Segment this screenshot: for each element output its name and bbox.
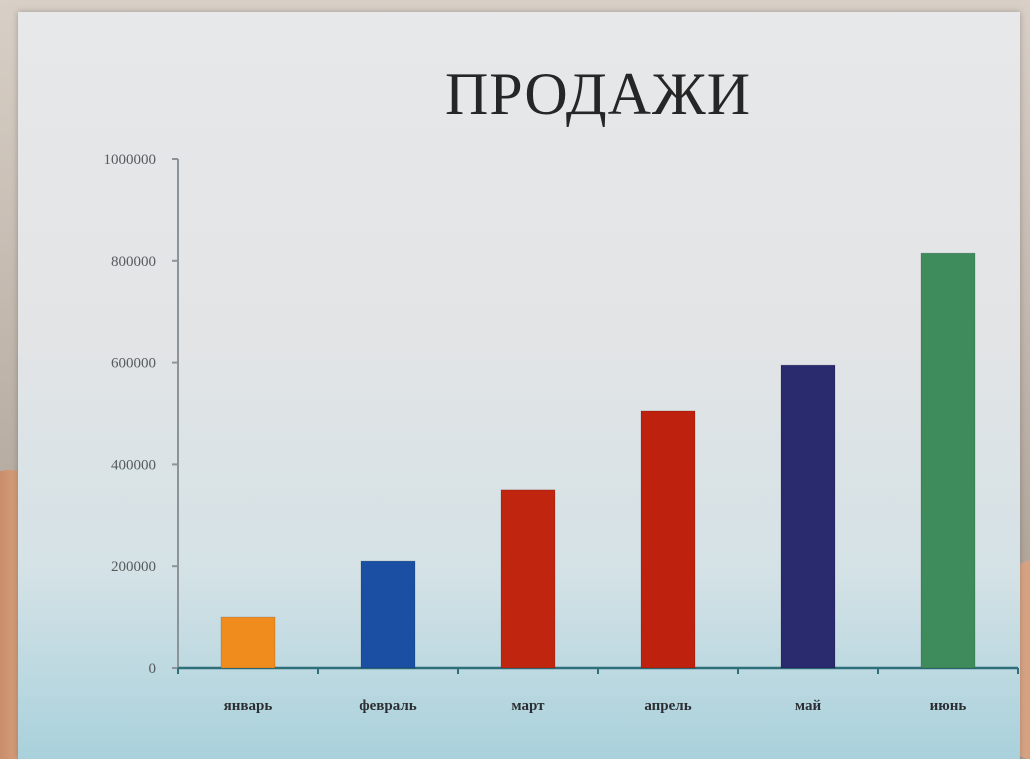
bars	[220, 252, 976, 669]
y-axis: 0 200000 400000 600000 800000 1000000	[104, 152, 179, 677]
bar-3	[500, 489, 556, 669]
x-category-label: июнь	[930, 698, 967, 714]
x-category-label: январь	[224, 698, 273, 714]
x-axis: январь февраль март апрель май июнь	[177, 666, 1019, 714]
x-category-label: май	[795, 698, 822, 714]
bar-5	[780, 364, 836, 669]
chart-card: ПРОДАЖИ 0 200000 400000 600000 800000 1000000…	[18, 12, 1020, 759]
bar-1	[220, 616, 276, 669]
y-tick-label: 800000	[111, 254, 156, 270]
bar-6	[920, 252, 976, 669]
y-tick-label: 200000	[111, 559, 156, 575]
y-tick-label: 400000	[111, 457, 156, 473]
x-category-label: март	[511, 698, 545, 714]
x-category-label: февраль	[359, 698, 417, 714]
sales-bar-chart: ПРОДАЖИ 0 200000 400000 600000 800000 1000000…	[104, 61, 1019, 714]
bar-4	[640, 410, 696, 669]
x-category-label: апрель	[644, 698, 691, 714]
chart-title: ПРОДАЖИ	[445, 61, 751, 127]
y-tick-label: 0	[149, 661, 157, 677]
bar-2	[360, 560, 416, 669]
y-tick-label: 600000	[111, 356, 156, 372]
y-tick-label: 1000000	[104, 152, 157, 168]
